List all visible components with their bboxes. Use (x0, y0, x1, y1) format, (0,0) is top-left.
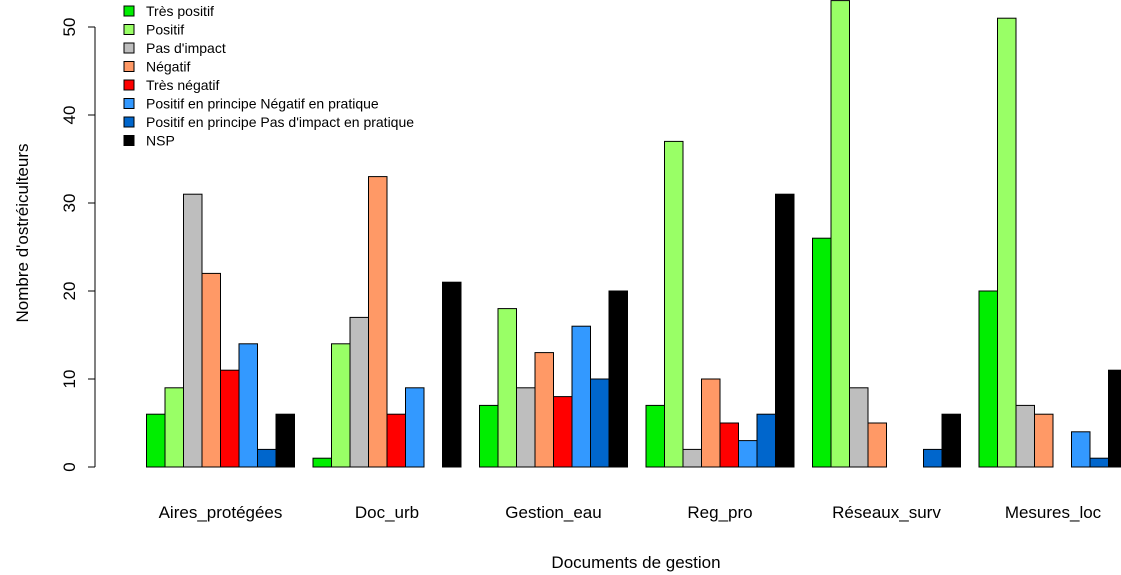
bar (201, 272, 221, 468)
legend-label: Très positif (146, 3, 214, 19)
bar (738, 440, 758, 468)
bar (497, 308, 517, 468)
legend-label: Positif en principe Pas d'impact en prat… (146, 114, 414, 130)
bar (645, 404, 665, 468)
bar (238, 343, 258, 468)
bar (849, 387, 869, 468)
legend-label: Pas d'impact (146, 40, 226, 56)
bars (146, 0, 1121, 468)
legend-swatch (123, 61, 135, 72)
bar (479, 404, 499, 468)
x-tick-label: Reg_pro (687, 503, 752, 522)
bar (830, 0, 850, 468)
bar (682, 448, 702, 468)
y-tick-label: 40 (60, 106, 79, 125)
x-tick-labels: Aires_protégées Doc_urb Gestion_eau Reg_pro… (159, 503, 1102, 522)
legend: Très positif Positif Pas d'impact Négatif Tr… (123, 3, 414, 149)
bar (664, 140, 684, 468)
legend-swatch (123, 135, 135, 146)
y-axis: 0 10 20 30 40 50 (60, 18, 96, 472)
bar (923, 448, 943, 468)
y-tick-label: 30 (60, 194, 79, 213)
bar (146, 413, 166, 468)
bar (756, 413, 776, 468)
legend-swatch (123, 42, 135, 54)
bar (1089, 457, 1109, 468)
bar (183, 193, 203, 468)
legend-swatch (123, 98, 135, 109)
bar (516, 387, 536, 468)
bar (349, 316, 369, 468)
legend-label: Négatif (146, 59, 190, 75)
y-tick-label: 0 (60, 462, 79, 471)
legend-swatch (123, 5, 135, 17)
bar (331, 343, 351, 468)
bar (608, 290, 628, 468)
bar (368, 176, 388, 468)
bar (590, 378, 610, 468)
bar (867, 422, 887, 468)
bar (1034, 413, 1054, 468)
bar (164, 387, 184, 468)
bar (1108, 369, 1121, 468)
x-tick-label: Gestion_eau (505, 503, 601, 522)
x-tick-label: Mesures_loc (1005, 503, 1102, 522)
bar (941, 413, 961, 468)
x-axis-title: Documents de gestion (551, 553, 720, 572)
bar (719, 422, 739, 468)
bar (386, 413, 406, 468)
legend-label: Positif en principe Négatif en pratique (146, 96, 379, 112)
legend-swatch (123, 24, 135, 35)
legend-label: Très négatif (146, 77, 220, 93)
bar (997, 17, 1017, 468)
bar (812, 237, 832, 468)
bar (775, 193, 795, 468)
y-tick-label: 10 (60, 370, 79, 389)
bar (701, 378, 721, 468)
bar (275, 413, 295, 468)
legend-label: NSP (146, 133, 175, 149)
legend-swatch (123, 116, 135, 128)
bar (1015, 404, 1035, 468)
y-axis-title: Nombre d'ostréiculteurs (13, 144, 32, 323)
bar (553, 396, 573, 468)
legend-label: Positif (146, 22, 184, 38)
x-tick-label: Doc_urb (355, 503, 419, 522)
legend-swatch (123, 79, 135, 91)
x-tick-label: Aires_protégées (159, 503, 283, 522)
bar (257, 448, 277, 468)
bar (978, 290, 998, 468)
bar (534, 352, 554, 468)
y-tick-label: 50 (60, 18, 79, 37)
bar (571, 325, 591, 468)
bar (1071, 431, 1091, 468)
bar (312, 457, 332, 468)
bar (220, 369, 240, 468)
y-tick-label: 20 (60, 282, 79, 301)
x-tick-label: Réseaux_surv (832, 503, 941, 522)
bar (442, 281, 462, 468)
bar (405, 387, 425, 468)
